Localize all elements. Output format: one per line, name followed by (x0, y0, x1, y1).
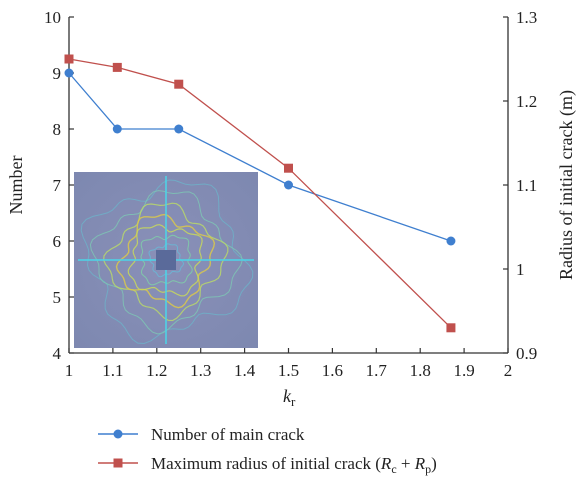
data-point-number-of-main-crack (112, 124, 122, 134)
legend-marker-square (113, 458, 123, 468)
x-tick-label: 1.6 (322, 361, 343, 380)
data-point-number-of-main-crack (284, 180, 293, 190)
x-tick-label: 1.1 (102, 361, 123, 380)
x-tick-label: 2 (504, 361, 513, 380)
legend-label-maximum-radius: Maximum radius of initial crack (Rc + Rp… (151, 454, 437, 476)
right-tick-label: 1 (516, 260, 525, 279)
data-point-number-of-main-crack (64, 68, 74, 78)
x-axis-title-sub: r (291, 394, 296, 409)
right-tick-label: 1.3 (516, 8, 537, 27)
inset-center-hole (156, 250, 176, 270)
legend-item-maximum-radius: Maximum radius of initial crack (Rc + Rp… (98, 454, 437, 476)
x-tick-label: 1 (65, 361, 74, 380)
x-tick-label: 1.2 (146, 361, 167, 380)
x-tick-label: 1.8 (410, 361, 431, 380)
data-point-maximum-radius (284, 163, 293, 173)
legend-marker-circle (113, 429, 123, 439)
legend-item-number-of-main-crack: Number of main crack (98, 425, 305, 444)
right-axis-title: Radius of initial crack (m) (556, 90, 577, 280)
legend: Number of main crack Maximum radius of i… (98, 425, 437, 476)
data-point-number-of-main-crack (446, 236, 456, 246)
left-tick-label: 10 (44, 8, 61, 27)
right-tick-label: 0.9 (516, 344, 537, 363)
series-layer (64, 54, 456, 333)
right-tick-label: 1.2 (516, 92, 537, 111)
left-tick-label: 7 (53, 176, 62, 195)
data-point-number-of-main-crack (174, 124, 184, 134)
x-tick-label: 1.5 (278, 361, 299, 380)
data-point-maximum-radius (112, 62, 122, 72)
left-axis-ticks: 4 5 6 7 8 9 10 (44, 8, 74, 363)
data-point-maximum-radius (64, 54, 74, 64)
x-tick-label: 1.7 (366, 361, 388, 380)
x-tick-label: 1.3 (190, 361, 211, 380)
x-axis-title-main: k (283, 386, 292, 406)
data-point-maximum-radius (174, 79, 184, 89)
x-axis-title: kr (283, 386, 296, 409)
x-tick-label: 1.9 (453, 361, 474, 380)
left-tick-label: 5 (53, 288, 62, 307)
left-tick-label: 9 (53, 64, 62, 83)
crack-pattern-inset-image (74, 172, 258, 348)
legend-label-number-of-main-crack: Number of main crack (151, 425, 305, 444)
x-tick-label: 1.4 (234, 361, 256, 380)
left-tick-label: 4 (53, 344, 62, 363)
data-point-maximum-radius (446, 323, 456, 333)
right-tick-label: 1.1 (516, 176, 537, 195)
x-axis-ticks: 1 1.1 1.2 1.3 1.4 1.5 1.6 1.7 1.8 1.9 2 (65, 348, 513, 380)
left-tick-label: 8 (53, 120, 62, 139)
right-axis-ticks: 0.9 1 1.1 1.2 1.3 (503, 8, 537, 363)
left-tick-label: 6 (53, 232, 62, 251)
left-axis-title: Number (6, 156, 26, 215)
